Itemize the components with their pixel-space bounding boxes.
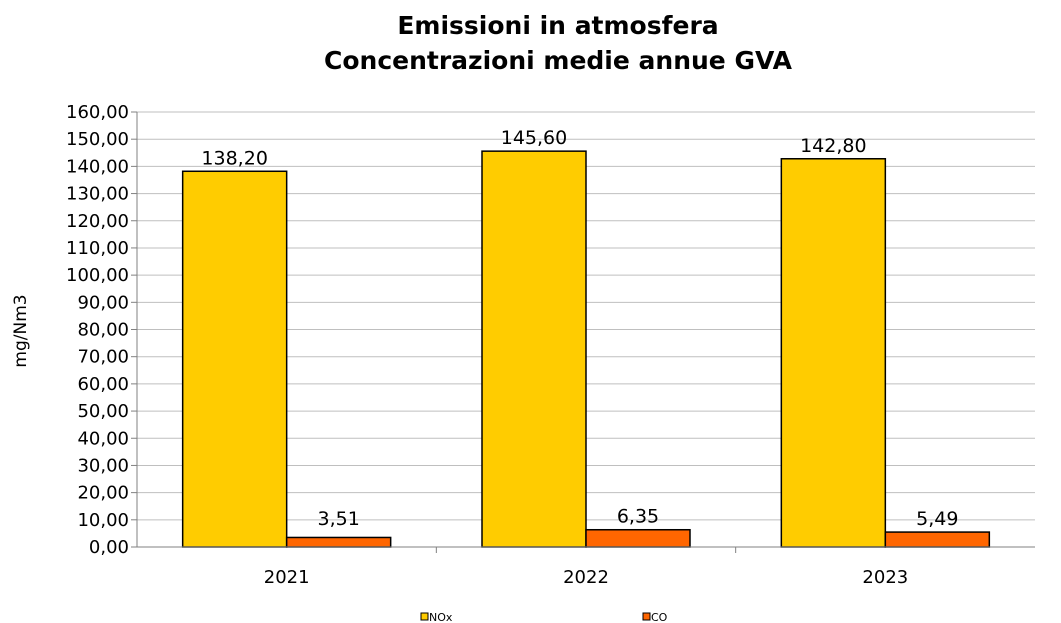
bars (181, 150, 991, 548)
y-tick-label: 20,00 (77, 483, 129, 504)
y-axis-ticks: 0,00 10,00 20,00 30,00 40,00 50,00 60,00 70,00 8… (66, 102, 137, 558)
x-tick-label: 2022 (563, 567, 609, 588)
y-tick-label: 80,00 (77, 320, 129, 341)
chart-title-line2: Concentrazioni medie annue GVA (324, 46, 793, 75)
data-label: 5,49 (916, 508, 958, 530)
y-tick-label: 0,00 (89, 537, 129, 558)
y-tick-label: 120,00 (66, 211, 129, 232)
data-labels: 138,20 3,51 145,60 6,35 142,80 5,49 (201, 127, 958, 530)
legend-swatch-co (642, 612, 651, 621)
y-tick-label: 110,00 (66, 238, 129, 259)
y-tick-label: 70,00 (77, 347, 129, 368)
x-tick-label: 2023 (862, 567, 908, 588)
legend: NOx CO (420, 611, 668, 623)
y-tick-label: 140,00 (66, 156, 129, 177)
y-tick-label: 90,00 (77, 292, 129, 313)
data-label: 142,80 (800, 135, 866, 157)
x-axis-ticks: 2021 2022 2023 (264, 547, 908, 588)
bar-co-2023 (884, 531, 991, 548)
chart-title-line1: Emissioni in atmosfera (397, 11, 718, 40)
y-tick-label: 30,00 (77, 455, 129, 476)
data-label: 145,60 (501, 127, 567, 149)
y-tick-label: 130,00 (66, 184, 129, 205)
bar-co-2022 (585, 528, 691, 548)
y-tick-label: 60,00 (77, 374, 129, 395)
data-label: 3,51 (318, 508, 360, 530)
bar-nox-2023 (780, 158, 887, 548)
y-tick-label: 50,00 (77, 401, 129, 422)
axes (136, 112, 1035, 548)
y-tick-label: 10,00 (77, 510, 129, 531)
x-tick-label: 2021 (264, 567, 310, 588)
y-tick-label: 160,00 (66, 102, 129, 123)
legend-label-co: CO (651, 611, 668, 623)
data-label: 6,35 (617, 506, 659, 528)
y-tick-label: 150,00 (66, 129, 129, 150)
bar-nox-2021 (181, 170, 288, 548)
legend-swatch-nox (420, 612, 429, 621)
y-axis-label: mg/Nm3 (11, 294, 31, 367)
y-tick-label: 40,00 (77, 428, 129, 449)
data-label: 138,20 (201, 147, 267, 169)
bar-co-2021 (285, 536, 392, 548)
legend-label-nox: NOx (429, 611, 453, 623)
y-tick-label: 100,00 (66, 265, 129, 286)
bar-nox-2022 (481, 150, 587, 548)
